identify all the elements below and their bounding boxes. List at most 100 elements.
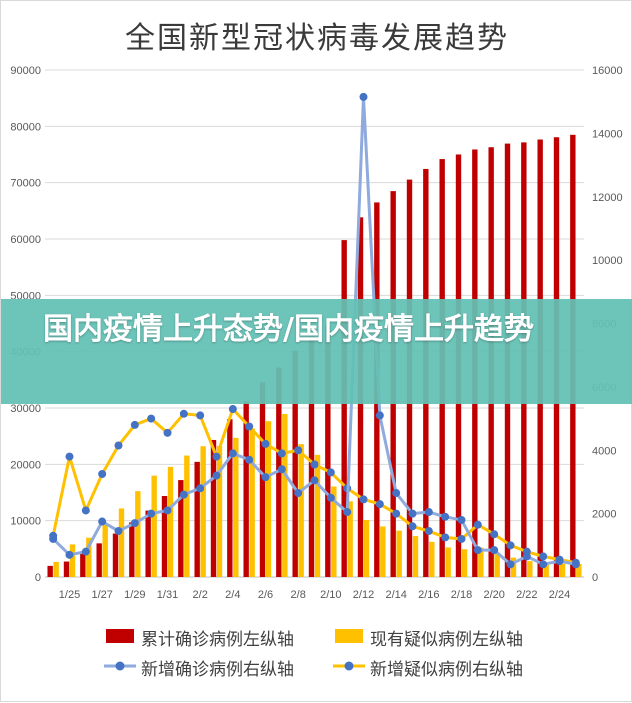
new-confirmed-point [245, 455, 254, 464]
new-confirmed-point [49, 534, 58, 543]
new-confirmed-point [522, 552, 531, 561]
x-tick-label: 1/25 [59, 589, 80, 601]
new-suspected-point [408, 522, 417, 531]
bar-suspected [543, 562, 549, 577]
new-confirmed-point [98, 517, 107, 526]
y-left-tick-label: 60000 [10, 234, 41, 246]
new-confirmed-point [490, 546, 499, 555]
bar-suspected [331, 486, 337, 577]
new-suspected-point [114, 441, 123, 450]
y-right-tick-label: 14000 [592, 128, 623, 140]
bar-suspected [200, 446, 206, 577]
new-suspected-point [326, 468, 335, 477]
legend-label-confirmed: 累计确诊病例左纵轴 [141, 630, 294, 650]
new-confirmed-point [261, 473, 270, 482]
new-confirmed-point [310, 476, 319, 485]
new-confirmed-point [179, 490, 188, 499]
x-tick-label: 2/20 [483, 589, 504, 601]
new-confirmed-point [457, 515, 466, 524]
new-confirmed-point [441, 512, 450, 521]
new-suspected-point [245, 422, 254, 431]
new-confirmed-point [473, 546, 482, 555]
bar-suspected [363, 520, 370, 577]
bar-suspected [559, 563, 566, 577]
new-suspected-point [179, 409, 188, 418]
x-tick-label: 2/4 [225, 589, 240, 601]
bar-suspected [265, 421, 272, 577]
new-suspected-point [310, 460, 319, 469]
new-suspected-point [228, 405, 237, 414]
bar-suspected [151, 475, 157, 577]
bar-confirmed [145, 510, 151, 577]
new-confirmed-point [555, 557, 564, 566]
legend-label-new-confirmed: 新增确诊病例右纵轴 [141, 660, 294, 680]
x-tick-label: 2/14 [385, 589, 406, 601]
bar-confirmed [194, 461, 200, 577]
banner-headline: 国内疫情上升态势/国内疫情上升趋势 [43, 312, 534, 347]
new-suspected-point [457, 534, 466, 543]
new-suspected-point [163, 428, 172, 437]
bar-suspected [380, 526, 386, 577]
new-confirmed-point [539, 560, 548, 569]
new-suspected-point [294, 446, 303, 455]
y-left-tick-label: 20000 [10, 459, 41, 471]
legend-label-new-suspected: 新增疑似病例右纵轴 [370, 660, 523, 680]
bar-suspected [86, 537, 92, 577]
bar-suspected [282, 413, 288, 577]
bar-suspected [396, 530, 402, 577]
x-tick-label: 2/16 [418, 589, 439, 601]
bar-confirmed [129, 522, 135, 577]
bar-confirmed [308, 336, 315, 577]
new-confirmed-point [147, 509, 156, 518]
x-tick-label: 2/18 [451, 589, 472, 601]
new-suspected-point [539, 552, 548, 561]
new-confirmed-point [294, 489, 303, 498]
y-left-tick-label: 70000 [10, 178, 41, 190]
y-right-tick-label: 2000 [592, 509, 616, 521]
bar-suspected [135, 491, 141, 577]
bar-confirmed [210, 439, 217, 577]
x-tick-label: 2/6 [258, 589, 273, 601]
x-tick-label: 1/31 [157, 589, 178, 601]
x-tick-label: 2/12 [353, 589, 374, 601]
new-suspected-point [359, 495, 368, 504]
bar-suspected [118, 508, 125, 577]
new-confirmed-point [65, 550, 74, 559]
new-confirmed-point [343, 508, 352, 517]
new-suspected-point [81, 506, 90, 515]
x-tick-label: 2/10 [320, 589, 341, 601]
new-confirmed-point [163, 506, 172, 515]
new-confirmed-point [571, 560, 580, 569]
bar-confirmed [112, 533, 119, 577]
new-suspected-point [392, 509, 401, 518]
y-right-tick-label: 4000 [592, 445, 616, 457]
bar-confirmed [325, 325, 331, 577]
new-confirmed-point [408, 509, 417, 518]
new-confirmed-point [359, 92, 368, 101]
x-tick-label: 1/29 [124, 589, 145, 601]
bar-confirmed [227, 419, 233, 577]
bar-confirmed [80, 551, 86, 577]
new-confirmed-point [424, 508, 433, 517]
new-confirmed-point [228, 449, 237, 458]
new-confirmed-point [114, 527, 123, 536]
y-right-tick-label: 10000 [592, 255, 623, 267]
y-left-tick-label: 10000 [10, 516, 41, 528]
new-confirmed-point [277, 465, 286, 474]
bar-suspected [412, 536, 419, 577]
bar-suspected [298, 444, 304, 577]
new-confirmed-point [130, 519, 139, 528]
new-suspected-point [441, 533, 450, 542]
y-right-tick-label: 16000 [592, 65, 623, 77]
new-confirmed-point [392, 489, 401, 498]
new-suspected-point [277, 449, 286, 458]
bar-suspected [527, 561, 533, 577]
bar-suspected [216, 445, 223, 577]
new-confirmed-point [375, 411, 384, 420]
x-tick-label: 2/8 [291, 589, 306, 601]
legend-swatch-suspected [335, 629, 363, 643]
x-tick-label: 2/24 [549, 589, 570, 601]
new-suspected-point [261, 439, 270, 448]
new-suspected-point [147, 414, 156, 423]
